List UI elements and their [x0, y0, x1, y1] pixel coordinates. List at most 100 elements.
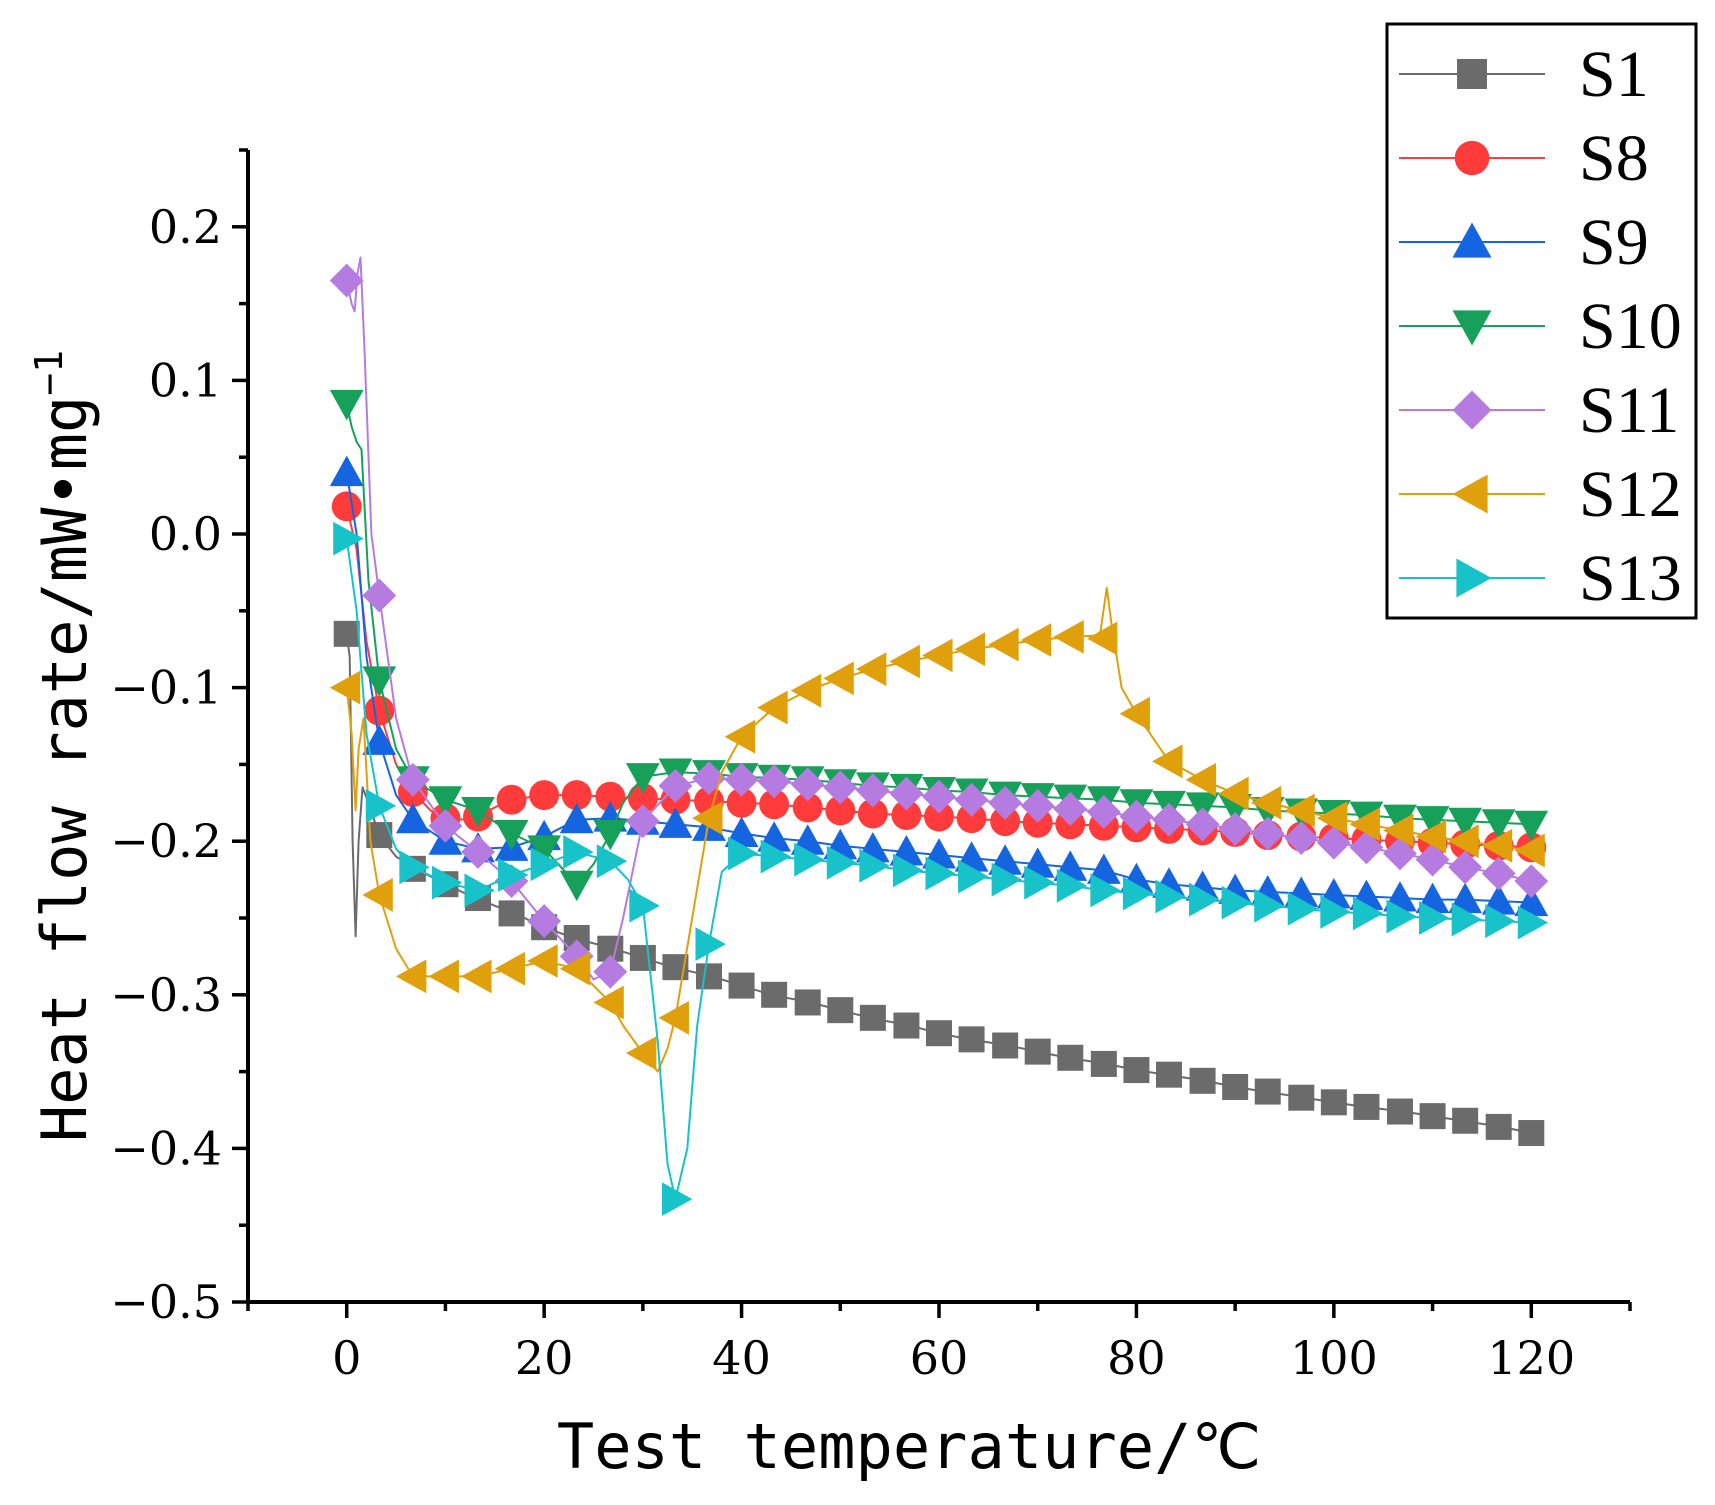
series-s11-point: [362, 578, 397, 613]
series-s12-point: [1481, 828, 1513, 863]
series-s1-point: [1024, 1038, 1051, 1065]
series-s8-point: [990, 806, 1021, 837]
legend-item-s11: S11: [1399, 374, 1679, 447]
series-s1-point: [761, 981, 788, 1008]
series-s8-point: [891, 800, 922, 831]
series-s12-point: [461, 959, 492, 994]
series-s1-point: [629, 944, 656, 971]
x-tick-label: 80: [1107, 1331, 1166, 1385]
legend-marker-s8: [1454, 140, 1490, 176]
legend-item-s1: S1: [1399, 38, 1649, 111]
series-s11-line: [345, 256, 1532, 981]
y-tick-label: 0.0: [149, 507, 222, 561]
series-s12: [329, 586, 1545, 1073]
series-s1-point: [1288, 1084, 1315, 1111]
series-s13-point: [1287, 891, 1319, 926]
series-s13-point: [1386, 899, 1417, 934]
series-s1-point: [1090, 1050, 1117, 1077]
series-s12-point: [1316, 801, 1348, 836]
series-s9-point: [559, 802, 594, 834]
x-tick-label: 0: [332, 1331, 361, 1385]
series-s11-point: [658, 769, 693, 803]
series-s13-point: [826, 845, 858, 880]
series-s1-point: [1156, 1061, 1183, 1088]
series-s13-point: [1189, 882, 1220, 917]
series-s11-point: [1284, 821, 1319, 856]
series-s12-point: [922, 638, 953, 673]
series-s1-point: [1353, 1093, 1380, 1120]
legend-marker-s1: [1457, 59, 1487, 89]
series-s11-point: [1481, 856, 1516, 891]
series-s10-point: [494, 820, 529, 851]
series-s13-point: [1024, 865, 1055, 900]
series-s13-point: [859, 848, 890, 883]
series-s1-point: [794, 989, 821, 1016]
series-s9-point: [362, 724, 397, 755]
series-s13-point: [892, 853, 924, 888]
series-s12-point: [1415, 819, 1447, 854]
series-s12-point: [362, 878, 393, 912]
legend-label-s9: S9: [1579, 206, 1649, 279]
series-s13-line: [345, 538, 1532, 1201]
legend-item-s8: S8: [1399, 122, 1649, 195]
series-s9-point: [658, 807, 693, 838]
legend-item-s13: S13: [1399, 542, 1682, 615]
series-s12-point: [395, 959, 427, 994]
series-s11-point: [1020, 788, 1055, 823]
series-s8-point: [726, 787, 757, 818]
series-s11-point: [1152, 802, 1186, 837]
series-s1-point: [1518, 1120, 1545, 1147]
series-s13-point: [498, 858, 529, 892]
series-s13-point: [991, 862, 1023, 897]
series-s13-point: [661, 1182, 693, 1216]
series-s12-point: [1086, 621, 1118, 656]
series-s12-point: [1020, 623, 1052, 657]
series-s13-point: [1254, 888, 1285, 923]
series-s12-point: [593, 985, 624, 1020]
series-s9-point: [395, 802, 430, 834]
x-tick-label: 100: [1290, 1331, 1378, 1385]
series-s11-point: [593, 954, 628, 989]
series-s1-point: [1419, 1103, 1446, 1130]
series-s1-point: [1254, 1078, 1281, 1105]
series-s12-point: [1119, 696, 1150, 731]
series-s12-point: [1349, 807, 1380, 842]
y-tick-label: −0.3: [110, 968, 222, 1022]
series-s12-point: [527, 944, 558, 978]
legend-marker-s11: [1452, 390, 1492, 430]
series-s13: [333, 521, 1549, 1216]
series-s13-point: [596, 844, 628, 879]
series-s10-point: [1415, 806, 1450, 837]
series-s10-point: [1448, 807, 1483, 839]
series-s11-point: [988, 785, 1023, 820]
series-s12-point: [428, 959, 459, 994]
series-s8-point: [561, 780, 592, 811]
series-s10-point: [1481, 809, 1516, 840]
series-s11-point: [1415, 842, 1450, 877]
series-s13-point: [563, 835, 594, 869]
series-s13-point: [399, 850, 430, 885]
series-s1-point: [926, 1020, 952, 1047]
series-s8-point: [595, 781, 626, 812]
series-s11-point: [954, 782, 989, 817]
series-s8-point: [529, 780, 560, 811]
y-tick-label: −0.4: [110, 1121, 222, 1175]
series-s1-point: [695, 963, 722, 990]
series-s12-point: [790, 673, 822, 708]
series-s12-point: [329, 670, 361, 705]
x-tick-label: 120: [1487, 1331, 1575, 1385]
x-tick-label: 40: [712, 1331, 771, 1385]
series-s9-point: [329, 455, 364, 487]
series-s1-point: [333, 620, 360, 647]
series-s12-point: [889, 644, 920, 679]
series-s11-point: [1218, 812, 1253, 846]
series-s10-point: [625, 763, 660, 794]
series-s10-point: [461, 796, 495, 828]
series-s13-point: [958, 859, 989, 894]
series-s1-point: [827, 997, 854, 1024]
series-s12-point: [855, 652, 887, 687]
legend-marker-s13: [1456, 558, 1492, 598]
series-s8-point: [792, 792, 823, 823]
series-s1-point: [1189, 1067, 1216, 1094]
